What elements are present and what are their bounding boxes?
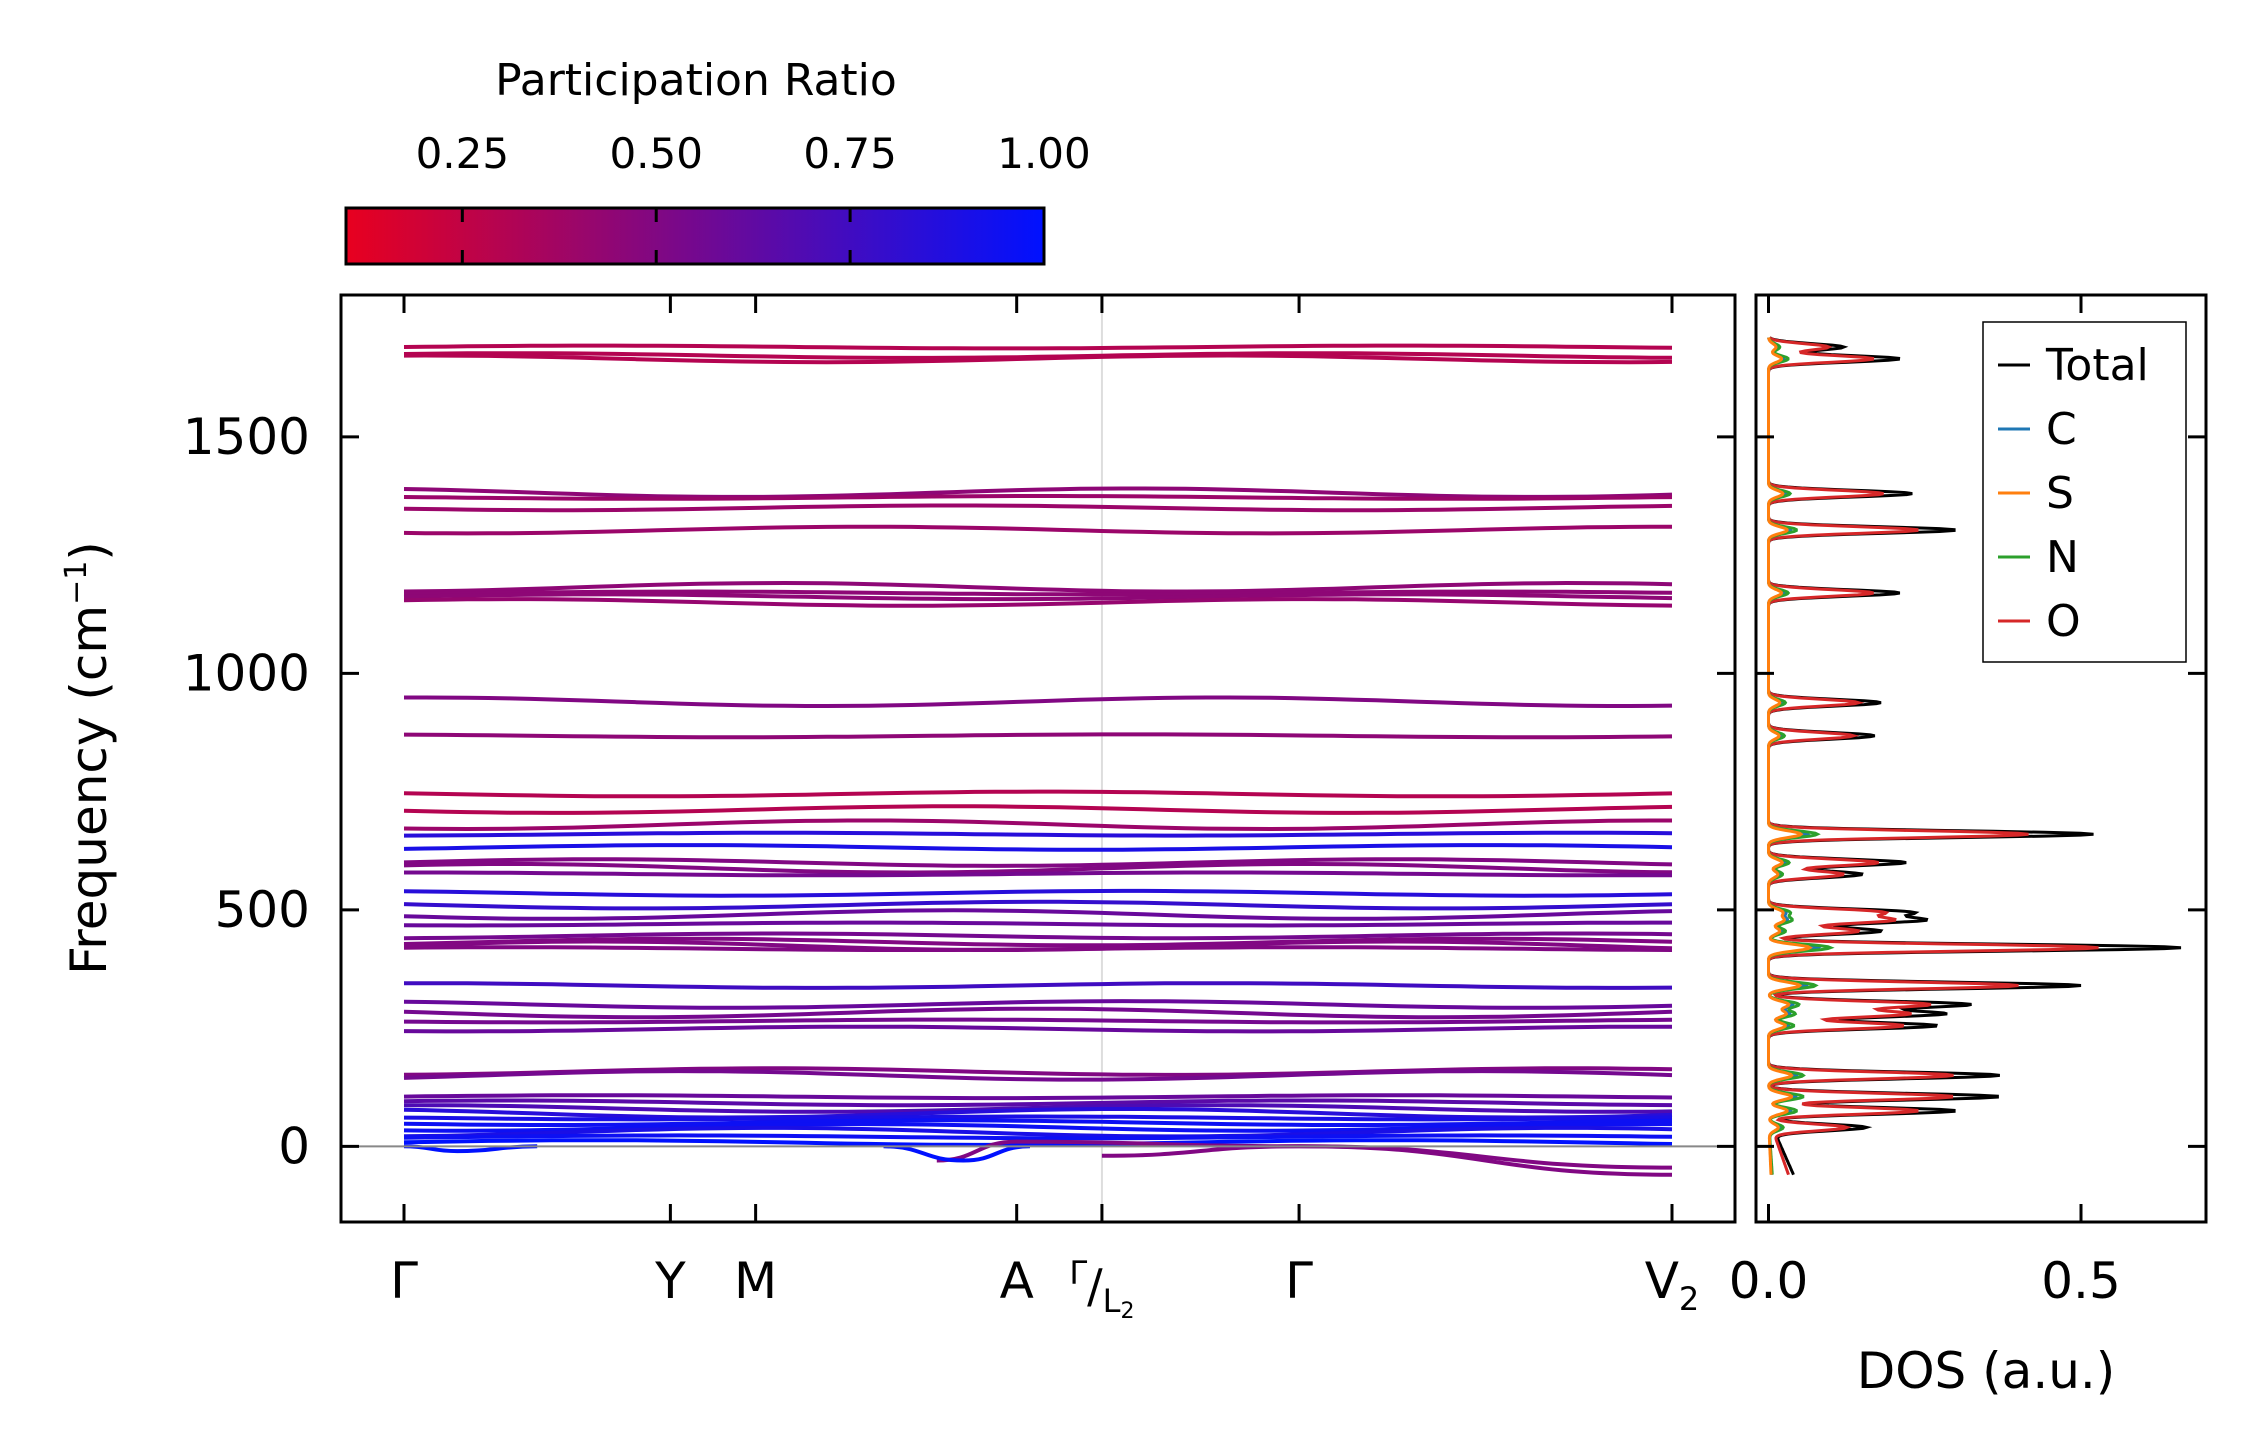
band-line [403,843,1673,852]
band-line [403,818,1672,832]
band-line [403,1093,1673,1101]
band-line [403,1024,1672,1034]
colorbar-title: Participation Ratio [495,55,897,106]
x-tick-label: Γ [390,1252,418,1310]
band-line [403,1098,1673,1108]
dos-curve-c [1767,337,1822,1175]
colorbar-tick-label: 0.50 [609,129,703,178]
band-line [403,1138,1673,1147]
legend-label: Total [2045,340,2149,391]
band-line [403,899,1673,911]
band-lines [403,295,1673,1222]
band-line [403,1017,1673,1025]
band-line [403,580,1673,594]
band-y-ticks: 0 500 1000 1500 [183,408,1735,1175]
dos-axes-frame [1754,293,2208,1224]
band-line [403,589,1673,597]
band-line [404,870,1673,878]
band-line [403,908,1673,921]
band-line [403,592,1673,602]
y-tick-label: 1000 [183,644,310,702]
band-line [403,888,1673,898]
band-line [403,1006,1673,1020]
band-x-ticks: Γ Y M A Γ V2 Γ/L2 [390,295,1699,1324]
x-tick-label: M [734,1252,777,1310]
x-tick-label: Y [654,1252,686,1310]
legend-label: O [2046,596,2081,647]
dos-curve-n [1767,337,1835,1175]
band-line [403,486,1673,499]
y-axis-label: Frequency (cm−1) [59,541,118,975]
band-line [403,732,1673,740]
dos-x-tick-label: 0.5 [2041,1252,2121,1310]
band-line [403,830,1673,838]
band-axes-frame [339,293,1737,1224]
y-tick-label: 500 [215,881,310,939]
band-line [403,862,1673,875]
colorbar-tick-label: 1.00 [997,129,1091,178]
colorbar: Participation Ratio 0.25 0.50 0.75 1.00 [344,55,1091,266]
dos-curve-s [1767,337,1813,1175]
band-line [403,494,1673,501]
band-line [403,353,1673,365]
band-line [403,597,1673,608]
colorbar-gradient [344,206,1046,266]
legend-label: C [2046,404,2077,455]
band-line [403,343,1673,351]
band-line [403,999,1673,1010]
colorbar-tick-label: 0.25 [416,129,510,178]
dos-x-tick-label: 0.0 [1729,1252,1809,1310]
band-line [404,695,1673,708]
colorbar-tick-label: 0.75 [803,129,897,178]
acoustic-branch [883,1144,1031,1163]
band-line [403,503,1673,513]
x-tick-label: Γ [1285,1252,1313,1310]
x-tick-label: V2 [1645,1252,1700,1318]
band-line [403,1107,1673,1120]
band-line [403,1114,1673,1122]
dos-x-label: DOS (a.u.) [1857,1342,2116,1400]
dos-ticks: 0.0 0.5 [1729,295,2206,1310]
y-tick-label: 0 [278,1117,310,1175]
band-line [403,789,1673,799]
band-line [404,981,1673,990]
band-line [403,1133,1673,1141]
acoustic-branch [1101,1144,1673,1170]
band-line [403,945,1673,952]
band-line [403,1118,1673,1127]
colorbar-ticks: 0.25 0.50 0.75 1.00 [416,129,1091,264]
band-line [403,920,1672,928]
band-line [403,1069,1673,1082]
band-structure-panel: 0 500 1000 1500 Γ Y M A Γ V2 Γ/L2 Frequency (cm−1… [59,293,1737,1324]
band-line [403,524,1672,536]
x-break-label: Γ/L2 [1069,1254,1134,1324]
dos-lines [1766,336,2182,1176]
band-line [403,936,1673,948]
legend-label: N [2046,532,2079,583]
band-line [403,804,1673,815]
x-tick-label: A [1000,1252,1034,1310]
band-line [403,857,1673,868]
band-line [403,931,1673,941]
band-line [403,1125,1673,1139]
y-tick-label: 1500 [183,408,310,466]
legend-label: S [2046,468,2074,519]
